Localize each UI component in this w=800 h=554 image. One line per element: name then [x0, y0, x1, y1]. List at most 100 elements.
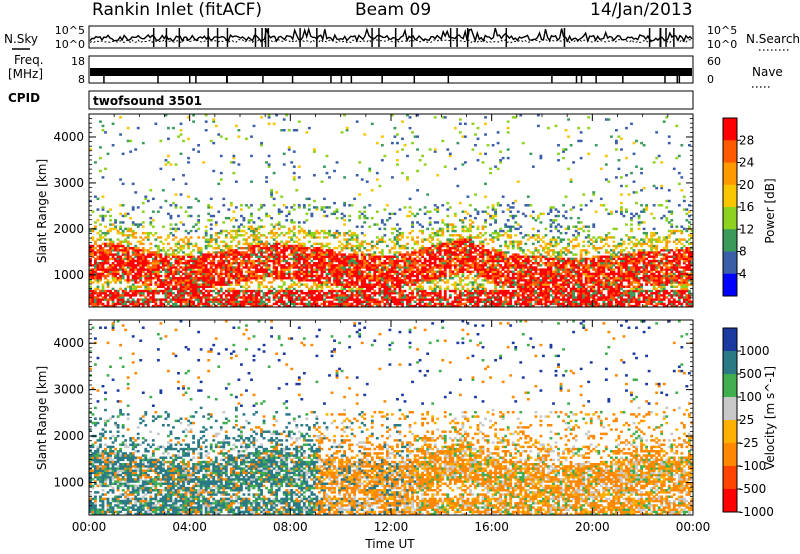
echo-cell — [378, 276, 382, 280]
echo-cell — [423, 257, 427, 261]
echo-cell — [237, 240, 241, 243]
echo-cell — [365, 266, 369, 269]
echo-cell — [305, 253, 309, 256]
echo-cell — [330, 268, 334, 271]
echo-cell — [325, 304, 329, 308]
echo-cell — [358, 289, 362, 293]
echo-cell — [370, 304, 374, 308]
echo-cell — [151, 294, 155, 297]
echo-cell — [343, 259, 346, 263]
echo-cell — [491, 261, 495, 265]
echo-cell — [401, 272, 404, 276]
echo-cell — [408, 264, 412, 267]
echo-cell — [328, 272, 331, 276]
echo-cell — [330, 261, 334, 265]
echo-cell — [144, 264, 148, 267]
echo-cell — [285, 244, 289, 248]
echo-cell — [124, 279, 128, 282]
echo-cell — [519, 285, 523, 288]
echo-cell — [262, 276, 266, 280]
echo-cell — [126, 257, 130, 261]
echo-cell — [504, 244, 508, 248]
echo-cell — [474, 255, 477, 258]
beam-title: Beam 09 — [355, 0, 431, 20]
echo-cell — [353, 251, 357, 254]
echo-cell — [257, 300, 261, 304]
echo-cell — [421, 251, 425, 254]
echo-cell — [197, 261, 201, 265]
echo-cell — [126, 139, 130, 143]
echo-cell — [469, 300, 472, 304]
echo-cell — [131, 208, 135, 211]
echo-cell — [146, 298, 150, 301]
echo-cell — [91, 298, 95, 301]
echo-cell — [169, 268, 173, 271]
echo-cell — [292, 255, 296, 258]
echo-cell — [270, 270, 274, 273]
echo-cell — [446, 298, 450, 301]
echo-cell — [446, 249, 450, 252]
echo-cell — [338, 294, 341, 297]
echo-cell — [375, 283, 379, 286]
echo-cell — [192, 272, 195, 276]
echo-cell — [499, 276, 503, 280]
echo-cell — [217, 259, 221, 263]
echo-cell — [514, 214, 518, 218]
echo-cell — [89, 229, 92, 233]
echo-cell — [343, 272, 346, 276]
echo-cell — [413, 259, 417, 263]
echo-cell — [212, 283, 216, 286]
echo-cell — [486, 251, 490, 254]
echo-cell — [446, 246, 450, 250]
echo-cell — [471, 221, 475, 224]
echo-cell — [285, 249, 289, 252]
echo-cell — [436, 206, 440, 209]
echo-cell — [119, 178, 123, 181]
echo-cell — [161, 279, 165, 282]
echo-cell — [204, 283, 208, 286]
echo-cell — [202, 291, 206, 295]
echo-cell — [436, 296, 440, 299]
echo-cell — [121, 298, 125, 301]
echo-cell — [516, 300, 520, 304]
echo-cell — [229, 276, 233, 280]
echo-cell — [199, 298, 203, 301]
echo-cell — [398, 281, 402, 284]
echo-cell — [234, 266, 238, 269]
echo-cell — [431, 291, 435, 295]
echo-cell — [240, 229, 243, 233]
echo-cell — [237, 291, 241, 295]
echo-cell — [232, 251, 236, 254]
echo-cell — [401, 300, 404, 304]
echo-cell — [197, 251, 201, 254]
echo-cell — [161, 291, 165, 295]
echo-cell — [474, 264, 477, 267]
echo-cell — [365, 296, 369, 299]
echo-cell — [277, 251, 281, 254]
echo-cell — [174, 276, 178, 280]
echo-cell — [101, 272, 105, 276]
echo-cell — [443, 268, 447, 271]
echo-cell — [469, 294, 472, 297]
echo-cell — [119, 242, 123, 246]
echo-cell — [207, 276, 211, 280]
echo-cell — [335, 257, 339, 261]
echo-cell — [199, 279, 203, 282]
echo-cell — [396, 291, 399, 295]
echo-cell — [489, 167, 492, 171]
echo-cell — [355, 281, 359, 284]
echo-cell — [282, 251, 286, 254]
echo-cell — [363, 246, 367, 250]
echo-cell — [323, 236, 326, 239]
echo-cell — [222, 298, 226, 301]
echo-cell — [328, 234, 331, 237]
echo-cell — [302, 259, 306, 263]
echo-cell — [489, 238, 492, 241]
echo-cell — [310, 296, 314, 299]
echo-cell — [119, 231, 123, 235]
echo-cell — [333, 210, 336, 213]
echo-cell — [114, 249, 117, 252]
echo-cell — [509, 229, 513, 233]
echo-cell — [484, 116, 487, 119]
echo-cell — [96, 257, 100, 261]
